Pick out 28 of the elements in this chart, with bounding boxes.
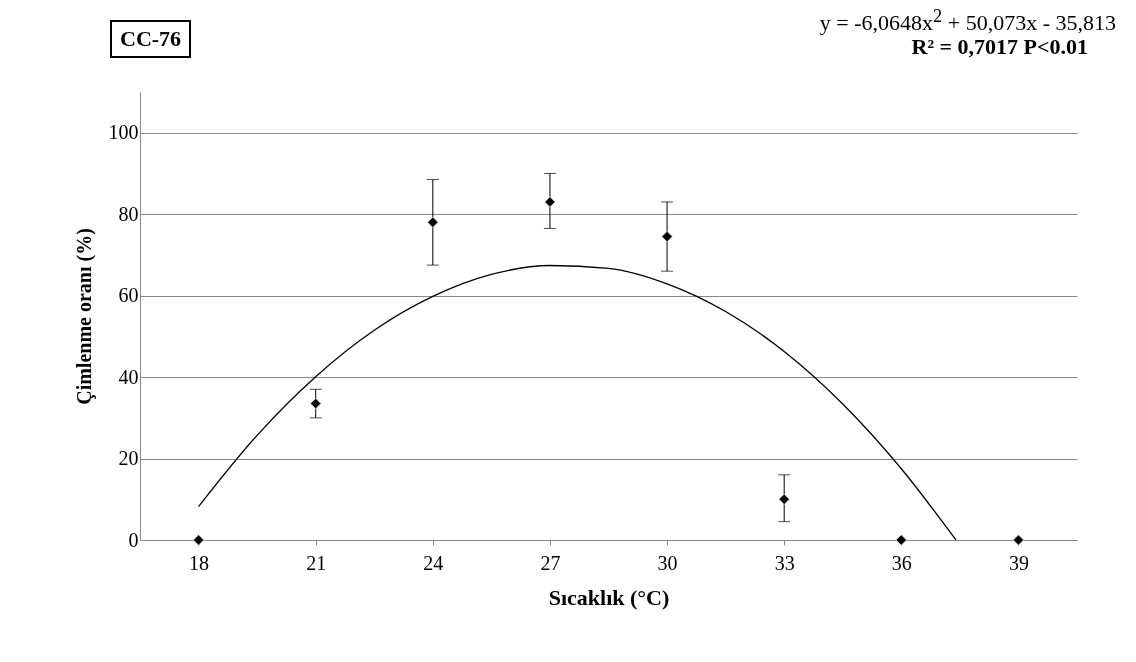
x-tick-label: 30 bbox=[657, 551, 678, 574]
line-series bbox=[197, 264, 957, 541]
y-tick-label: 60 bbox=[118, 284, 139, 307]
point bbox=[427, 216, 439, 228]
x-tick-label: 39 bbox=[1008, 551, 1029, 574]
x-tick-label: 36 bbox=[891, 551, 912, 574]
point bbox=[661, 230, 673, 243]
x-axis-title: Sıcaklık (°C) bbox=[548, 584, 670, 610]
y-tick-label: 100 bbox=[108, 121, 139, 144]
y-tick-label: 0 bbox=[128, 528, 139, 551]
point bbox=[544, 196, 556, 208]
point bbox=[895, 534, 907, 546]
text: y = -6,0648x$^{2}$ + 50,073x - 35,813 bbox=[819, 6, 1116, 37]
x-tick-label: 24 bbox=[423, 551, 444, 574]
point bbox=[1012, 534, 1025, 546]
x-tick-label: 33 bbox=[774, 551, 795, 574]
point bbox=[310, 397, 322, 410]
y-axis-title: Çimlenme oranı (%) bbox=[72, 228, 96, 405]
y-tick-label: 40 bbox=[118, 365, 139, 388]
y-tick-label: 80 bbox=[118, 202, 139, 225]
x-tick-label: 18 bbox=[189, 551, 210, 574]
text: R² = 0,7017 P<0.01 bbox=[911, 34, 1088, 60]
x-tick-label: 27 bbox=[540, 551, 561, 574]
y-tick-label: 20 bbox=[118, 447, 139, 470]
text: CC-76 bbox=[110, 20, 192, 58]
x-tick-label: 21 bbox=[306, 551, 327, 574]
point bbox=[192, 534, 205, 546]
point bbox=[778, 493, 790, 505]
